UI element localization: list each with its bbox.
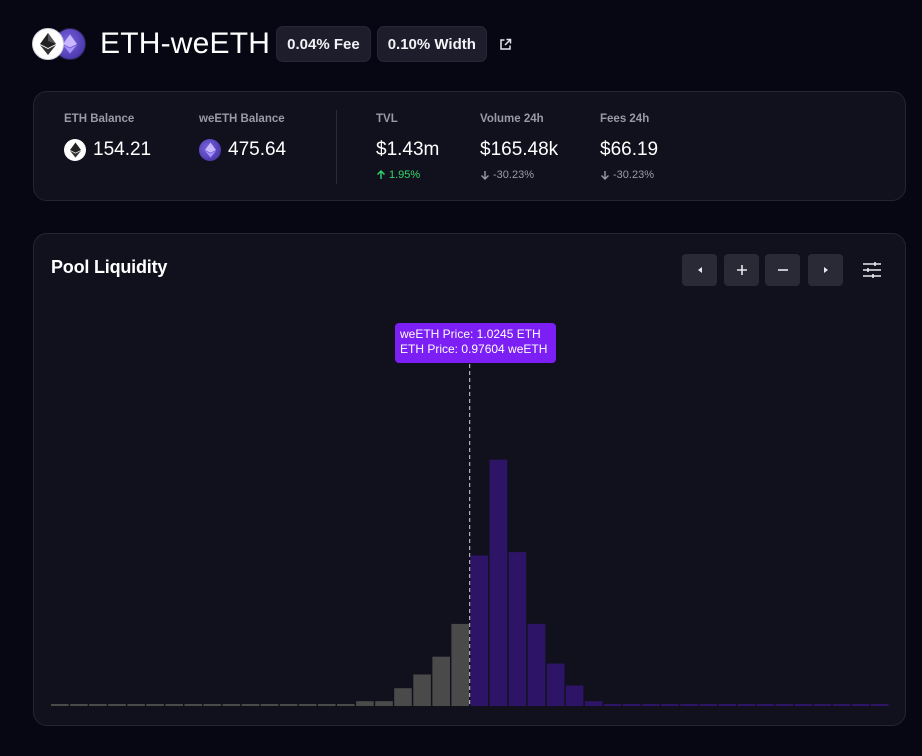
price-tooltip: weETH Price: 1.0245 ETH ETH Price: 0.976… [395,323,556,363]
liquidity-bar[interactable] [318,704,336,706]
liquidity-bar[interactable] [298,704,317,706]
weeth-balance-value: 475.64 [228,139,287,160]
arrow-down-icon [481,171,489,180]
liquidity-bar[interactable] [832,704,851,706]
liquidity-bar[interactable] [508,552,527,706]
liquidity-bar[interactable] [565,685,584,707]
liquidity-bar[interactable] [623,704,641,706]
fees-label: Fees 24h [600,113,650,125]
liquidity-bar[interactable] [146,704,164,706]
liquidity-bar[interactable] [108,704,126,706]
liquidity-bar[interactable] [394,688,412,706]
liquidity-bar[interactable] [718,704,736,706]
liquidity-bar[interactable] [89,704,107,706]
plus-icon [736,265,747,275]
volume-value: $165.48k [480,139,559,160]
eth-balance-value: 154.21 [93,139,152,160]
stats-divider [336,110,337,184]
eth-balance-label: ETH Balance [64,113,135,125]
volume-change: -30.23% [480,169,534,181]
zoom-in-button[interactable] [724,254,759,286]
volume-change-value: -30.23% [493,169,534,181]
liquidity-bar[interactable] [413,674,431,707]
liquidity-bar[interactable] [680,704,698,706]
volume-label: Volume 24h [480,113,544,125]
caret-left-icon [697,267,702,273]
liquidity-bar[interactable] [794,704,813,706]
pool-header: ETH-weETH 0.04% Fee 0.10% Width [32,24,515,64]
liquidity-bar[interactable] [70,704,88,706]
liquidity-bar[interactable] [222,704,241,706]
liquidity-bar[interactable] [203,704,222,706]
settings-button[interactable] [860,258,884,282]
liquidity-bar[interactable] [661,704,679,706]
liquidity-bar[interactable] [699,704,717,706]
liquidity-bar[interactable] [546,663,565,706]
eth-token-icon [64,139,86,161]
eth-balance-value-row: 154.21 [64,139,151,161]
pan-right-button[interactable] [808,254,843,286]
liquidity-bar[interactable] [851,704,870,706]
liquidity-bar[interactable] [184,704,203,706]
tvl-value: $1.43m [376,139,440,160]
arrow-down-icon [601,171,609,180]
fee-chip: 0.04% Fee [276,26,371,62]
token-pair-icons [32,26,90,62]
liquidity-bar[interactable] [604,704,622,706]
liquidity-bar[interactable] [737,704,756,706]
external-link-icon[interactable] [497,35,515,53]
liquidity-bar[interactable] [356,701,374,706]
stats-card: ETH Balance 154.21 weETH Balance 475.64 … [33,91,906,201]
weeth-token-icon [199,139,221,161]
liquidity-bar[interactable] [279,704,298,706]
liquidity-bar[interactable] [642,704,660,706]
liquidity-bar[interactable] [451,623,469,706]
liquidity-bar[interactable] [870,704,889,706]
fees-value: $66.19 [600,139,659,160]
liquidity-bar[interactable] [432,656,450,706]
pool-liquidity-title: Pool Liquidity [51,257,168,277]
minus-icon [777,269,788,271]
tvl-change-value: 1.95% [389,169,421,181]
liquidity-chart[interactable] [34,234,905,725]
liquidity-bar[interactable] [584,701,603,706]
liquidity-bar[interactable] [165,704,183,706]
caret-right-icon [823,267,828,273]
weeth-balance-value-row: 475.64 [199,139,286,161]
width-chip: 0.10% Width [376,26,487,62]
liquidity-bar[interactable] [813,704,832,706]
liquidity-bar[interactable] [260,704,279,706]
tooltip-eth-price: ETH Price: 0.97604 weETH [400,342,548,356]
liquidity-bar[interactable] [470,555,489,707]
sliders-icon [863,262,881,278]
fees-change-value: -30.23% [613,169,654,181]
liquidity-bar[interactable] [775,704,794,706]
arrow-up-icon [377,170,385,179]
pair-title: ETH-weETH [100,27,271,60]
liquidity-bar[interactable] [375,701,393,706]
tooltip-weeth-price: weETH Price: 1.0245 ETH [400,327,541,341]
liquidity-bar[interactable] [337,704,355,706]
pool-liquidity-card: Pool Liquidity weETH Price: 1.0245 ETH E… [33,233,906,726]
fees-change: -30.23% [600,169,654,181]
weeth-balance-label: weETH Balance [199,113,285,125]
eth-token-icon [32,28,64,60]
zoom-out-button[interactable] [765,254,800,286]
liquidity-bar[interactable] [241,704,260,706]
tvl-change: 1.95% [376,169,420,181]
pan-left-button[interactable] [682,254,717,286]
liquidity-bar[interactable] [127,704,145,706]
liquidity-bar[interactable] [527,623,546,706]
liquidity-bar[interactable] [756,704,775,706]
liquidity-bar[interactable] [489,459,508,706]
liquidity-bar[interactable] [51,704,69,706]
tvl-label: TVL [376,113,398,125]
